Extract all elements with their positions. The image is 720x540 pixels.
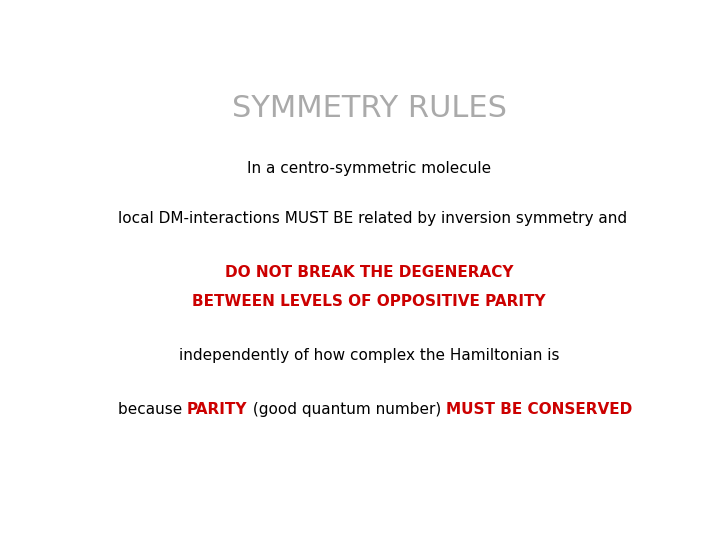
Text: MUST BE CONSERVED: MUST BE CONSERVED	[446, 402, 632, 417]
Text: local DM-interactions MUST BE related by inversion symmetry and: local DM-interactions MUST BE related by…	[118, 211, 627, 226]
Text: independently of how complex the Hamiltonian is: independently of how complex the Hamilto…	[179, 348, 559, 363]
Text: (good quantum number): (good quantum number)	[248, 402, 446, 417]
Text: DO NOT BREAK THE DEGENERACY: DO NOT BREAK THE DEGENERACY	[225, 265, 513, 280]
Text: BETWEEN LEVELS OF OPPOSITIVE PARITY: BETWEEN LEVELS OF OPPOSITIVE PARITY	[192, 294, 546, 309]
Text: because: because	[118, 402, 187, 417]
Text: SYMMETRY RULES: SYMMETRY RULES	[232, 94, 506, 123]
Text: In a centro-symmetric molecule: In a centro-symmetric molecule	[247, 161, 491, 176]
Text: PARITY: PARITY	[187, 402, 248, 417]
